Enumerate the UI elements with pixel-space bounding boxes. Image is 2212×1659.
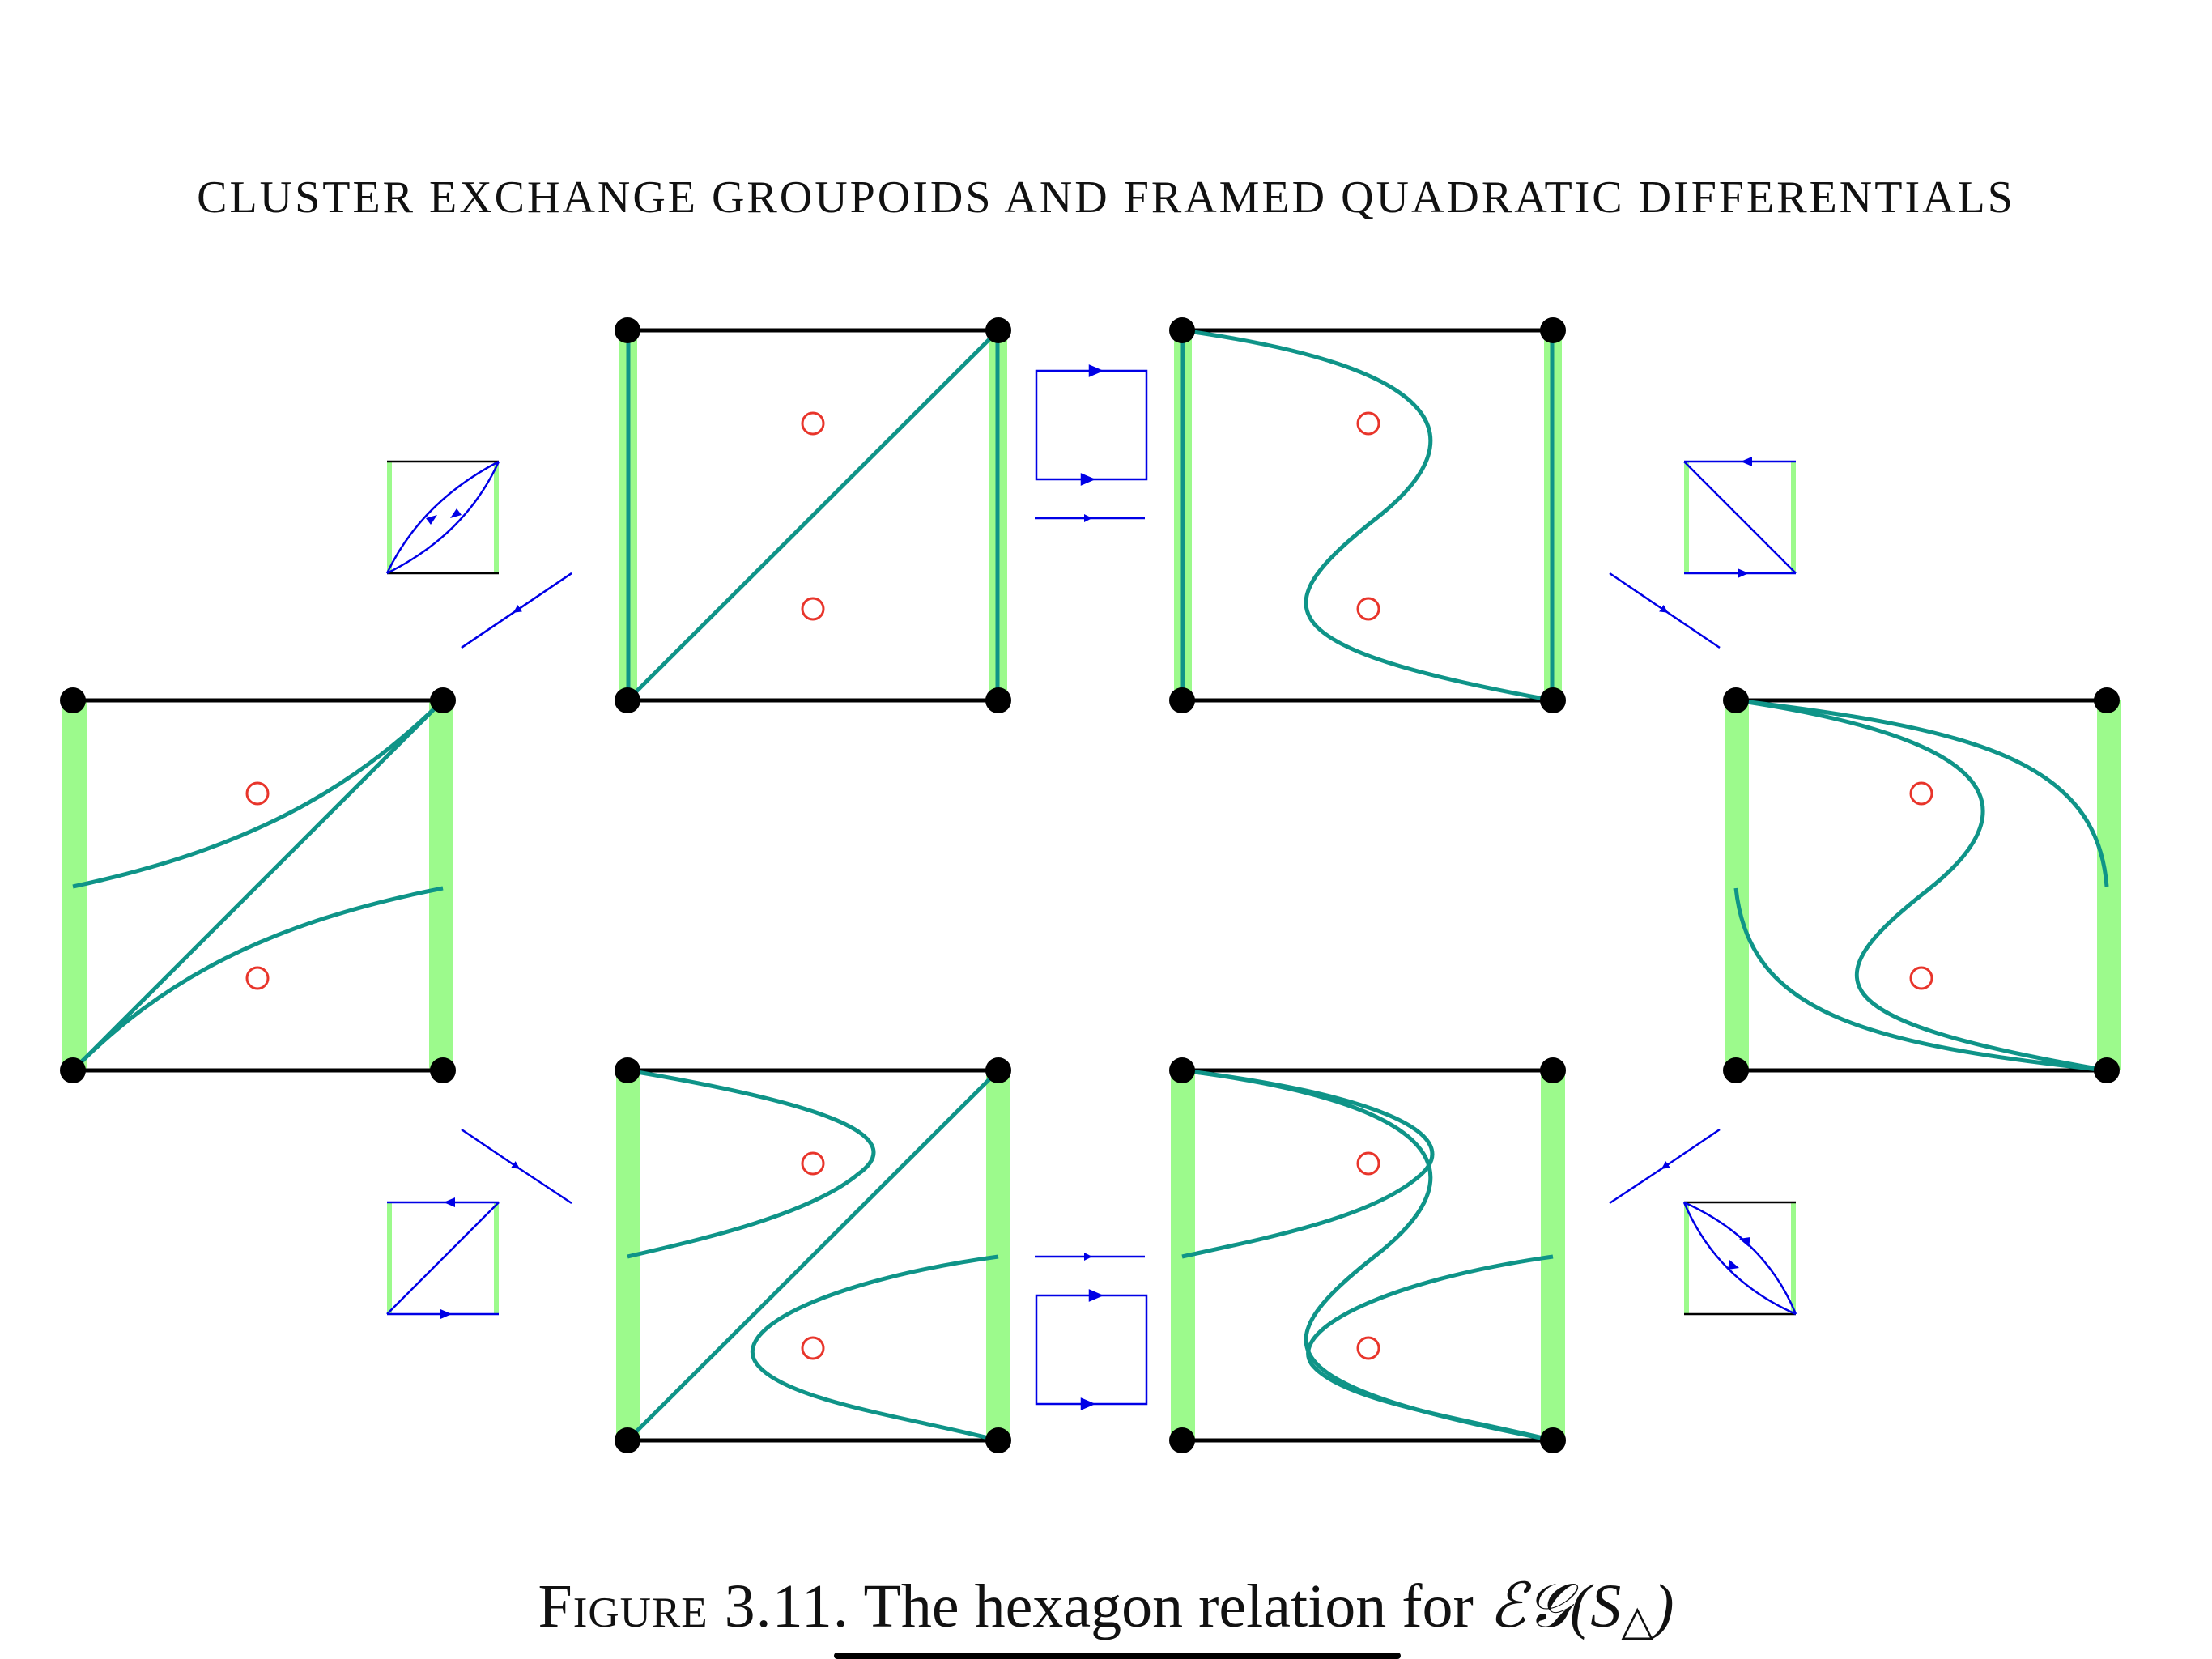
caption-math-body: ℰ𝒢(S: [1488, 1572, 1622, 1640]
panel-bottom-right: [1169, 1057, 1566, 1453]
quiver-bottom-right: [1682, 1201, 1797, 1316]
caption-underline: [834, 1653, 1401, 1659]
quiver-top-right: [1683, 457, 1797, 578]
caption-text: The hexagon relation for: [863, 1572, 1474, 1640]
caption-label: Figure 3.11.: [538, 1572, 849, 1640]
arrow-top-right: [1609, 572, 1721, 649]
panel-top-right: [1169, 317, 1566, 713]
panel-bottom-left: [615, 1057, 1011, 1453]
transition-arrows: [461, 514, 1721, 1261]
arrow-bottom-right: [1609, 1128, 1721, 1205]
panel-right: [1723, 687, 2121, 1083]
panel-left: [60, 687, 456, 1083]
caption-math-sub: △: [1621, 1598, 1654, 1644]
quiver-bottom-middle: [1035, 1289, 1148, 1410]
panel-top-left: [615, 317, 1011, 713]
quiver-bottom-left: [386, 1197, 500, 1319]
quiver-top-left: [385, 460, 500, 575]
quiver-top-middle: [1035, 364, 1148, 486]
caption-math: ℰ𝒢(S△): [1488, 1572, 1674, 1644]
arrow-bottom-left: [461, 1128, 572, 1205]
figure-caption: Figure 3.11. The hexagon relation for ℰ𝒢…: [0, 1569, 2212, 1645]
caption-math-close: ): [1653, 1572, 1674, 1640]
running-header: CLUSTER EXCHANGE GROUPOIDS AND FRAMED QU…: [197, 172, 2015, 223]
